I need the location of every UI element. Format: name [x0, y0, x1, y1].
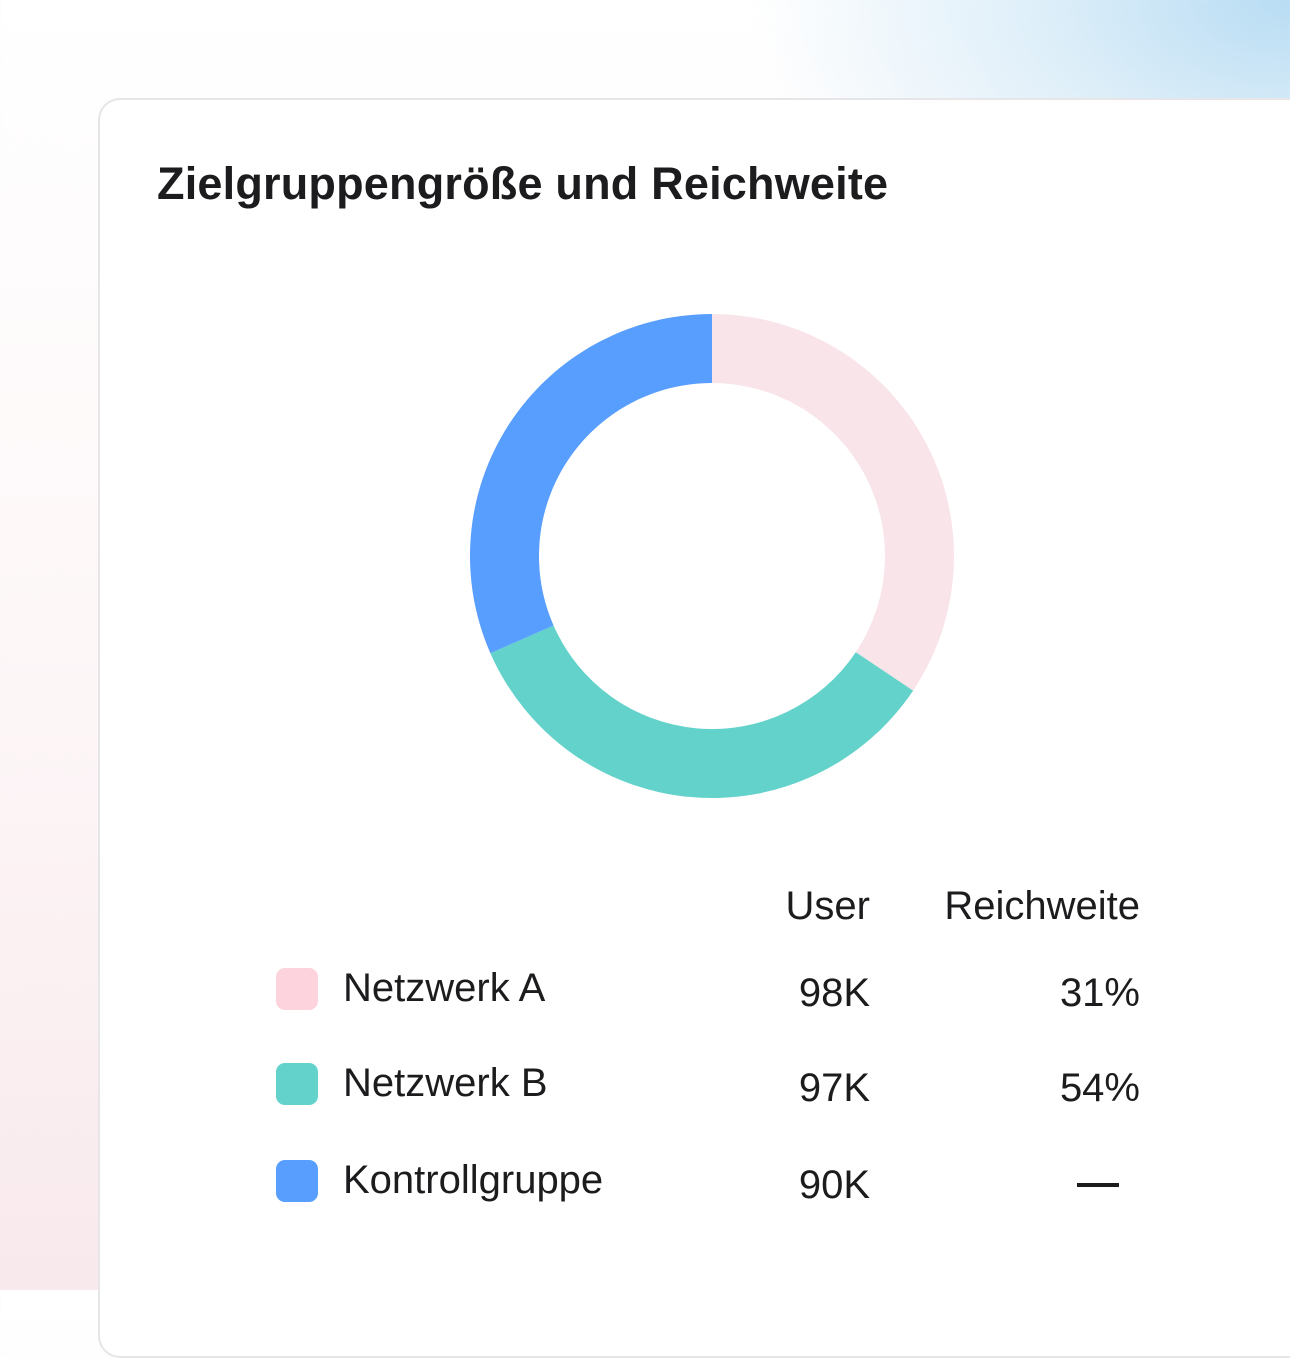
donut-slice-kontrollgruppe [470, 314, 712, 654]
users-value: 98K [798, 971, 870, 1015]
legend-swatch [276, 1160, 318, 1202]
users-value: 97K [798, 1066, 870, 1110]
donut-slice-netzwerk-b [490, 625, 914, 798]
reach-value: 31% [1059, 971, 1140, 1015]
legend-swatch [276, 968, 318, 1010]
legend-label: Kontrollgruppe [343, 1158, 604, 1202]
legend-row-kontrollgruppe: Kontrollgruppe 90K [0, 1150, 1290, 1210]
donut-chart [470, 314, 954, 798]
legend-row-netzwerk-b: Netzwerk B 97K 54% [0, 1053, 1290, 1113]
chart-card [98, 98, 1290, 1358]
legend-label: Netzwerk B [343, 1061, 548, 1105]
reach-empty-dash [1077, 1183, 1119, 1187]
reach-value: 54% [1059, 1066, 1140, 1110]
legend-label: Netzwerk A [343, 966, 546, 1010]
chart-title: Zielgruppengröße und Reichweite [157, 158, 889, 209]
donut-slice-netzwerk-a [712, 314, 954, 691]
legend-swatch [276, 1063, 318, 1105]
column-header-reach: Reichweite [944, 884, 1140, 928]
column-header-users: User [785, 884, 870, 928]
legend-row-netzwerk-a: Netzwerk A 98K 31% [0, 958, 1290, 1018]
users-value: 90K [798, 1163, 870, 1207]
